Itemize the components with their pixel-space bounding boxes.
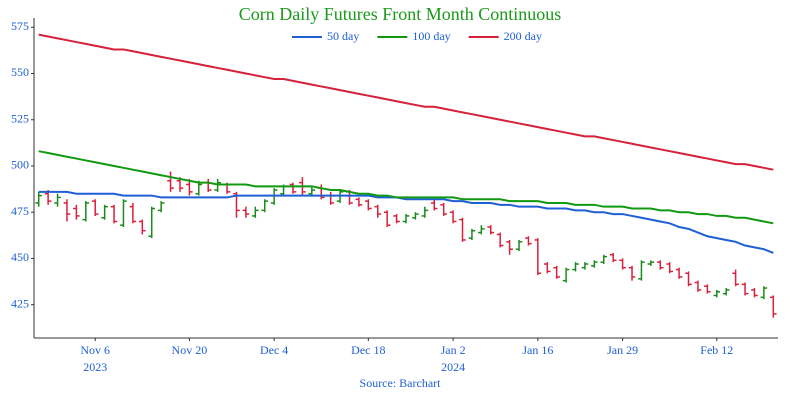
x-tick-year: 2023 <box>83 360 107 374</box>
legend-label: 100 day <box>412 29 450 43</box>
chart-title: Corn Daily Futures Front Month Continuou… <box>239 4 562 24</box>
moving-average-line <box>38 150 774 225</box>
x-tick-label: Nov 20 <box>172 343 208 357</box>
source: Source: Barchart <box>360 376 442 390</box>
moving-average-line <box>38 33 774 171</box>
y-tick-label: 450 <box>11 250 29 264</box>
y-tick-label: 525 <box>11 111 29 125</box>
x-tick-label: Dec 18 <box>351 343 385 357</box>
legend-label: 50 day <box>327 29 359 43</box>
x-tick-label: Jan 2 <box>441 343 466 357</box>
y-tick-label: 500 <box>11 158 29 172</box>
x-tick-label: Jan 29 <box>607 343 638 357</box>
x-tick-label: Feb 12 <box>700 343 733 357</box>
x-tick-label: Dec 4 <box>260 343 288 357</box>
y-tick-label: 425 <box>11 296 29 310</box>
legend-label: 200 day <box>504 29 542 43</box>
y-tick-label: 575 <box>11 19 29 33</box>
x-tick-label: Jan 16 <box>522 343 553 357</box>
x-tick-label: Nov 6 <box>80 343 110 357</box>
moving-average-line <box>38 190 774 254</box>
y-tick-label: 475 <box>11 204 29 218</box>
x-tick-year: 2024 <box>441 360 465 374</box>
y-tick-label: 550 <box>11 65 29 79</box>
